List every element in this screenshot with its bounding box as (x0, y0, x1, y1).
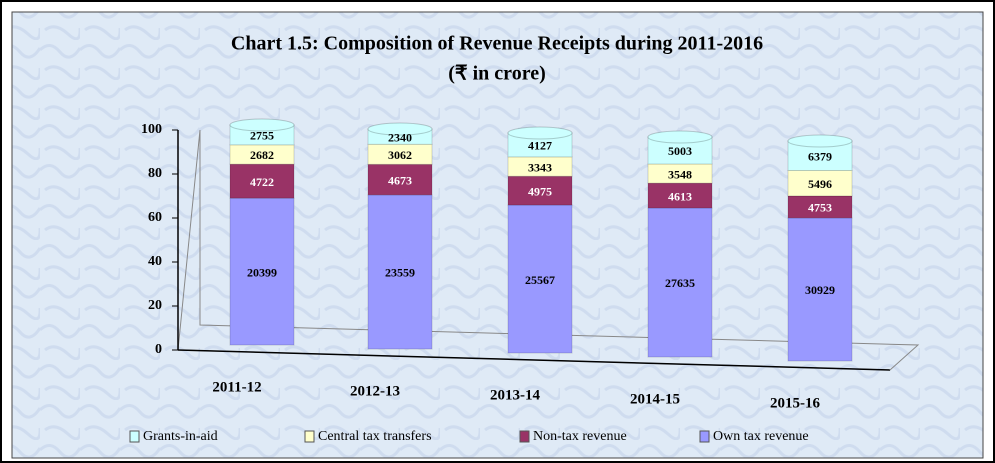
data-label: 4722 (250, 175, 274, 189)
x-axis (177, 349, 891, 371)
chart-subtitle: (₹ in crore) (448, 63, 546, 85)
bar-top (647, 130, 713, 144)
data-label: 3548 (668, 167, 692, 181)
data-label: 4613 (668, 189, 692, 203)
x-tick-label: 2015-16 (770, 395, 820, 411)
data-label: 30929 (805, 283, 835, 297)
chart-title: Chart 1.5: Composition of Revenue Receip… (231, 33, 763, 55)
data-label: 3062 (388, 148, 412, 162)
y-tick-label: 60 (148, 210, 162, 225)
x-tick-label: 2013-14 (490, 387, 540, 403)
data-label: 4753 (808, 201, 832, 215)
y-tick-label: 20 (148, 298, 162, 313)
data-label: 5496 (808, 177, 832, 191)
y-tick-label: 0 (155, 342, 162, 357)
bar-segment (367, 163, 433, 196)
legend-swatch (519, 430, 530, 443)
legend-label: Own tax revenue (713, 429, 809, 444)
bar-top (507, 126, 573, 140)
x-tick-label: 2012-13 (350, 383, 400, 399)
data-label: 20399 (247, 265, 277, 279)
data-label: 2340 (388, 130, 412, 144)
data-label: 4127 (528, 139, 552, 153)
bar-segment (507, 175, 573, 206)
y-tick-label: 80 (148, 166, 162, 181)
data-label: 27635 (665, 276, 695, 290)
legend-swatch (129, 430, 140, 443)
data-label: 5003 (668, 144, 692, 158)
y-tick-label: 40 (148, 254, 162, 269)
data-label: 4975 (528, 184, 552, 198)
data-label: 2682 (250, 148, 274, 162)
legend-label: Grants-in-aid (143, 429, 218, 444)
bar-segment (229, 197, 295, 346)
legend-swatch (304, 430, 315, 443)
bar-segment (647, 207, 713, 358)
x-tick-label: 2011-12 (212, 379, 261, 395)
floor (177, 129, 920, 371)
data-label: 2755 (250, 129, 274, 143)
bar-segment (367, 194, 433, 350)
y-tick-label: 100 (141, 122, 162, 137)
bar-segment (229, 163, 295, 199)
data-label: 3343 (528, 160, 552, 174)
data-label: 25567 (525, 273, 555, 287)
data-label: 6379 (808, 150, 832, 164)
bar-segment (507, 204, 573, 354)
legend-swatch (699, 430, 710, 443)
bar-top (229, 118, 295, 132)
data-label: 4673 (388, 173, 412, 187)
legend-label: Central tax transfers (318, 429, 432, 444)
legend-label: Non-tax revenue (533, 429, 627, 444)
bar-top (367, 122, 433, 136)
data-label: 23559 (385, 266, 415, 280)
bar-segment (647, 182, 713, 209)
x-tick-label: 2014-15 (630, 391, 680, 407)
bar-top (787, 134, 853, 148)
